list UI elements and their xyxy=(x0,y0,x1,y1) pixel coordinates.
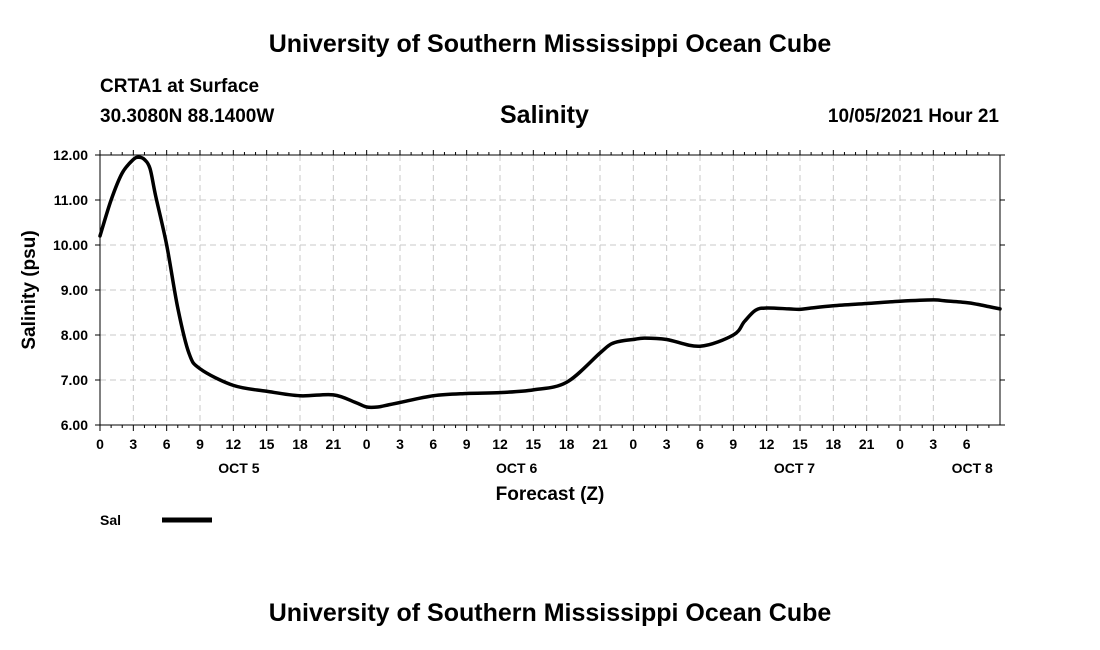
footer-title: University of Southern Mississippi Ocean… xyxy=(268,599,832,627)
x-tick-label: 6 xyxy=(696,436,704,452)
x-tick-label: 15 xyxy=(526,436,542,452)
x-tick-label: 6 xyxy=(163,436,171,452)
x-tick-label: 3 xyxy=(129,436,137,452)
y-tick-label: 11.00 xyxy=(54,192,88,208)
issue-datetime: 10/05/2021 Hour 21 xyxy=(827,106,999,127)
x-tick-label: 12 xyxy=(226,436,242,452)
y-axis-label: Salinity (psu) xyxy=(19,230,40,349)
x-tick-label: 0 xyxy=(96,436,104,452)
y-tick-label: 6.00 xyxy=(61,417,88,433)
x-tick-label: 15 xyxy=(259,436,275,452)
y-tick-label: 10.00 xyxy=(53,237,88,253)
x-tick-label: 12 xyxy=(492,436,508,452)
x-tick-label: 0 xyxy=(896,436,904,452)
x-tick-label: 6 xyxy=(429,436,437,452)
x-tick-label: 9 xyxy=(196,436,204,452)
y-tick-label: 7.00 xyxy=(61,372,88,388)
y-tick-labels: 6.00 7.00 8.00 9.00 10.00 11.00 12.00 xyxy=(53,147,88,433)
date-label: OCT 6 xyxy=(496,460,537,476)
x-tick-label: 12 xyxy=(759,436,775,452)
station-label: CRTA1 at Surface xyxy=(100,76,260,97)
x-tick-label: 3 xyxy=(396,436,404,452)
y-tick-label: 9.00 xyxy=(61,282,88,298)
x-tick-label: 21 xyxy=(859,436,875,452)
date-label: OCT 7 xyxy=(774,460,815,476)
x-tick-label: 15 xyxy=(792,436,808,452)
coordinates-label: 30.3080N 88.1400W xyxy=(100,106,275,127)
grid xyxy=(100,155,1000,425)
x-tick-label: 9 xyxy=(729,436,737,452)
x-axis-label: Forecast (Z) xyxy=(496,484,605,505)
x-tick-label: 21 xyxy=(326,436,342,452)
x-tick-label: 3 xyxy=(929,436,937,452)
date-label: OCT 8 xyxy=(952,460,993,476)
legend-label: Sal xyxy=(100,512,121,528)
plot-frame xyxy=(99,154,1001,426)
x-tick-label: 3 xyxy=(663,436,671,452)
x-tick-label: 9 xyxy=(463,436,471,452)
x-tick-labels: 0 3 6 9 12 15 18 21 0 3 6 9 12 15 18 21 0 3 6 9 12 15 18 21 0 3 6 xyxy=(96,436,971,452)
page-title: University of Southern Mississippi Ocean… xyxy=(268,30,832,58)
date-label: OCT 5 xyxy=(218,460,259,476)
date-labels: OCT 5 OCT 6 OCT 7 OCT 8 xyxy=(218,460,993,476)
x-tick-label: 0 xyxy=(629,436,637,452)
series-line-sal xyxy=(98,155,1002,410)
x-tick-label: 18 xyxy=(292,436,308,452)
x-tick-label: 18 xyxy=(826,436,842,452)
x-tick-label: 0 xyxy=(363,436,371,452)
y-tick-label: 8.00 xyxy=(61,327,88,343)
y-tick-label: 12.00 xyxy=(53,147,88,163)
x-tick-label: 21 xyxy=(592,436,608,452)
chart-title: Salinity xyxy=(500,101,589,129)
x-tick-label: 18 xyxy=(559,436,575,452)
x-tick-label: 6 xyxy=(963,436,971,452)
